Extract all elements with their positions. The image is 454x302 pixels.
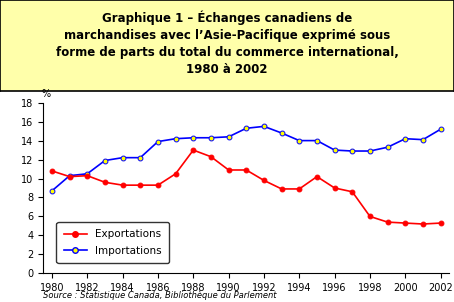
Exportations [120,183,125,187]
Importations [261,124,266,128]
Exportations [438,221,444,225]
Importations [155,140,161,143]
Importations [191,136,196,140]
Importations [332,148,337,152]
Exportations [49,169,54,173]
Exportations [84,174,90,178]
Importations [314,139,320,143]
Exportations [67,175,72,178]
Exportations [350,190,355,194]
Importations [243,127,249,130]
Exportations [332,186,337,190]
Importations [279,131,284,135]
Importations [385,146,390,149]
Importations [67,174,72,178]
Exportations [102,181,108,184]
Importations [296,139,302,143]
Exportations [296,187,302,191]
Line: Importations: Importations [49,124,443,193]
Exportations [155,183,161,187]
Exportations [243,168,249,172]
Importations [226,135,232,139]
Importations [367,149,373,153]
Exportations [173,172,178,175]
Exportations [403,221,408,225]
Importations [84,172,90,175]
Exportations [208,155,214,159]
Importations [173,137,178,140]
Exportations [279,187,284,191]
Legend: Exportations, Importations: Exportations, Importations [56,222,169,263]
Text: Graphique 1 – Échanges canadiens de
marchandises avec l’Asie-Pacifique exprimé s: Graphique 1 – Échanges canadiens de marc… [55,11,399,76]
Importations [208,136,214,140]
Exportations [261,178,266,182]
Importations [420,138,426,141]
Importations [438,127,444,131]
Text: %: % [41,89,50,99]
Exportations [367,215,373,218]
Exportations [191,148,196,152]
Line: Exportations: Exportations [49,148,443,226]
Importations [49,189,54,193]
Exportations [138,183,143,187]
Exportations [420,222,426,226]
Importations [120,156,125,159]
Exportations [385,220,390,224]
Importations [350,149,355,153]
Importations [403,137,408,140]
Importations [138,156,143,159]
Importations [102,159,108,162]
Exportations [314,175,320,178]
Exportations [226,168,232,172]
Text: Source : Statistique Canada, Bibliothèque du Parlement: Source : Statistique Canada, Bibliothèqu… [43,291,276,300]
